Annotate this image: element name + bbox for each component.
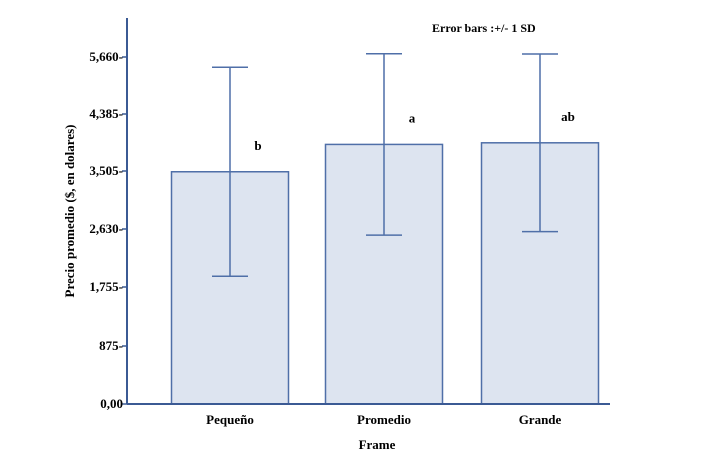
error-bars-note: Error bars :+/- 1 SD bbox=[432, 21, 536, 35]
category-label-2: Promedio bbox=[357, 412, 411, 427]
y-tick-label: 4,385- bbox=[89, 106, 123, 121]
y-tick-label: 2,630- bbox=[89, 221, 123, 236]
error-bars-group bbox=[212, 52, 558, 278]
category-label-1: Pequeño bbox=[206, 412, 254, 427]
category-label-3: Grande bbox=[519, 412, 562, 427]
x-categories-group: Pequeño Promedio Grande bbox=[206, 412, 561, 427]
y-tick-label: 875- bbox=[99, 338, 123, 353]
significance-label-1: b bbox=[254, 138, 261, 153]
significance-label-3: ab bbox=[561, 109, 575, 124]
significance-label-2: a bbox=[409, 110, 416, 125]
y-tick-label: 5,660- bbox=[89, 49, 123, 64]
y-tick-label: 3,505- bbox=[89, 163, 123, 178]
y-ticks-group: 0,00 875- 1,755- 2,630- 3,505- 4,385- 5,660- bbox=[89, 49, 127, 411]
bars-group bbox=[170, 142, 600, 405]
x-axis-title: Frame bbox=[359, 437, 396, 452]
y-tick-label: 1,755- bbox=[89, 279, 123, 294]
y-axis-title: Precio promedio ($, en dolares) bbox=[62, 125, 77, 298]
y-tick-label: 0,00 bbox=[100, 396, 123, 411]
significance-labels-group: b a ab bbox=[254, 109, 574, 153]
